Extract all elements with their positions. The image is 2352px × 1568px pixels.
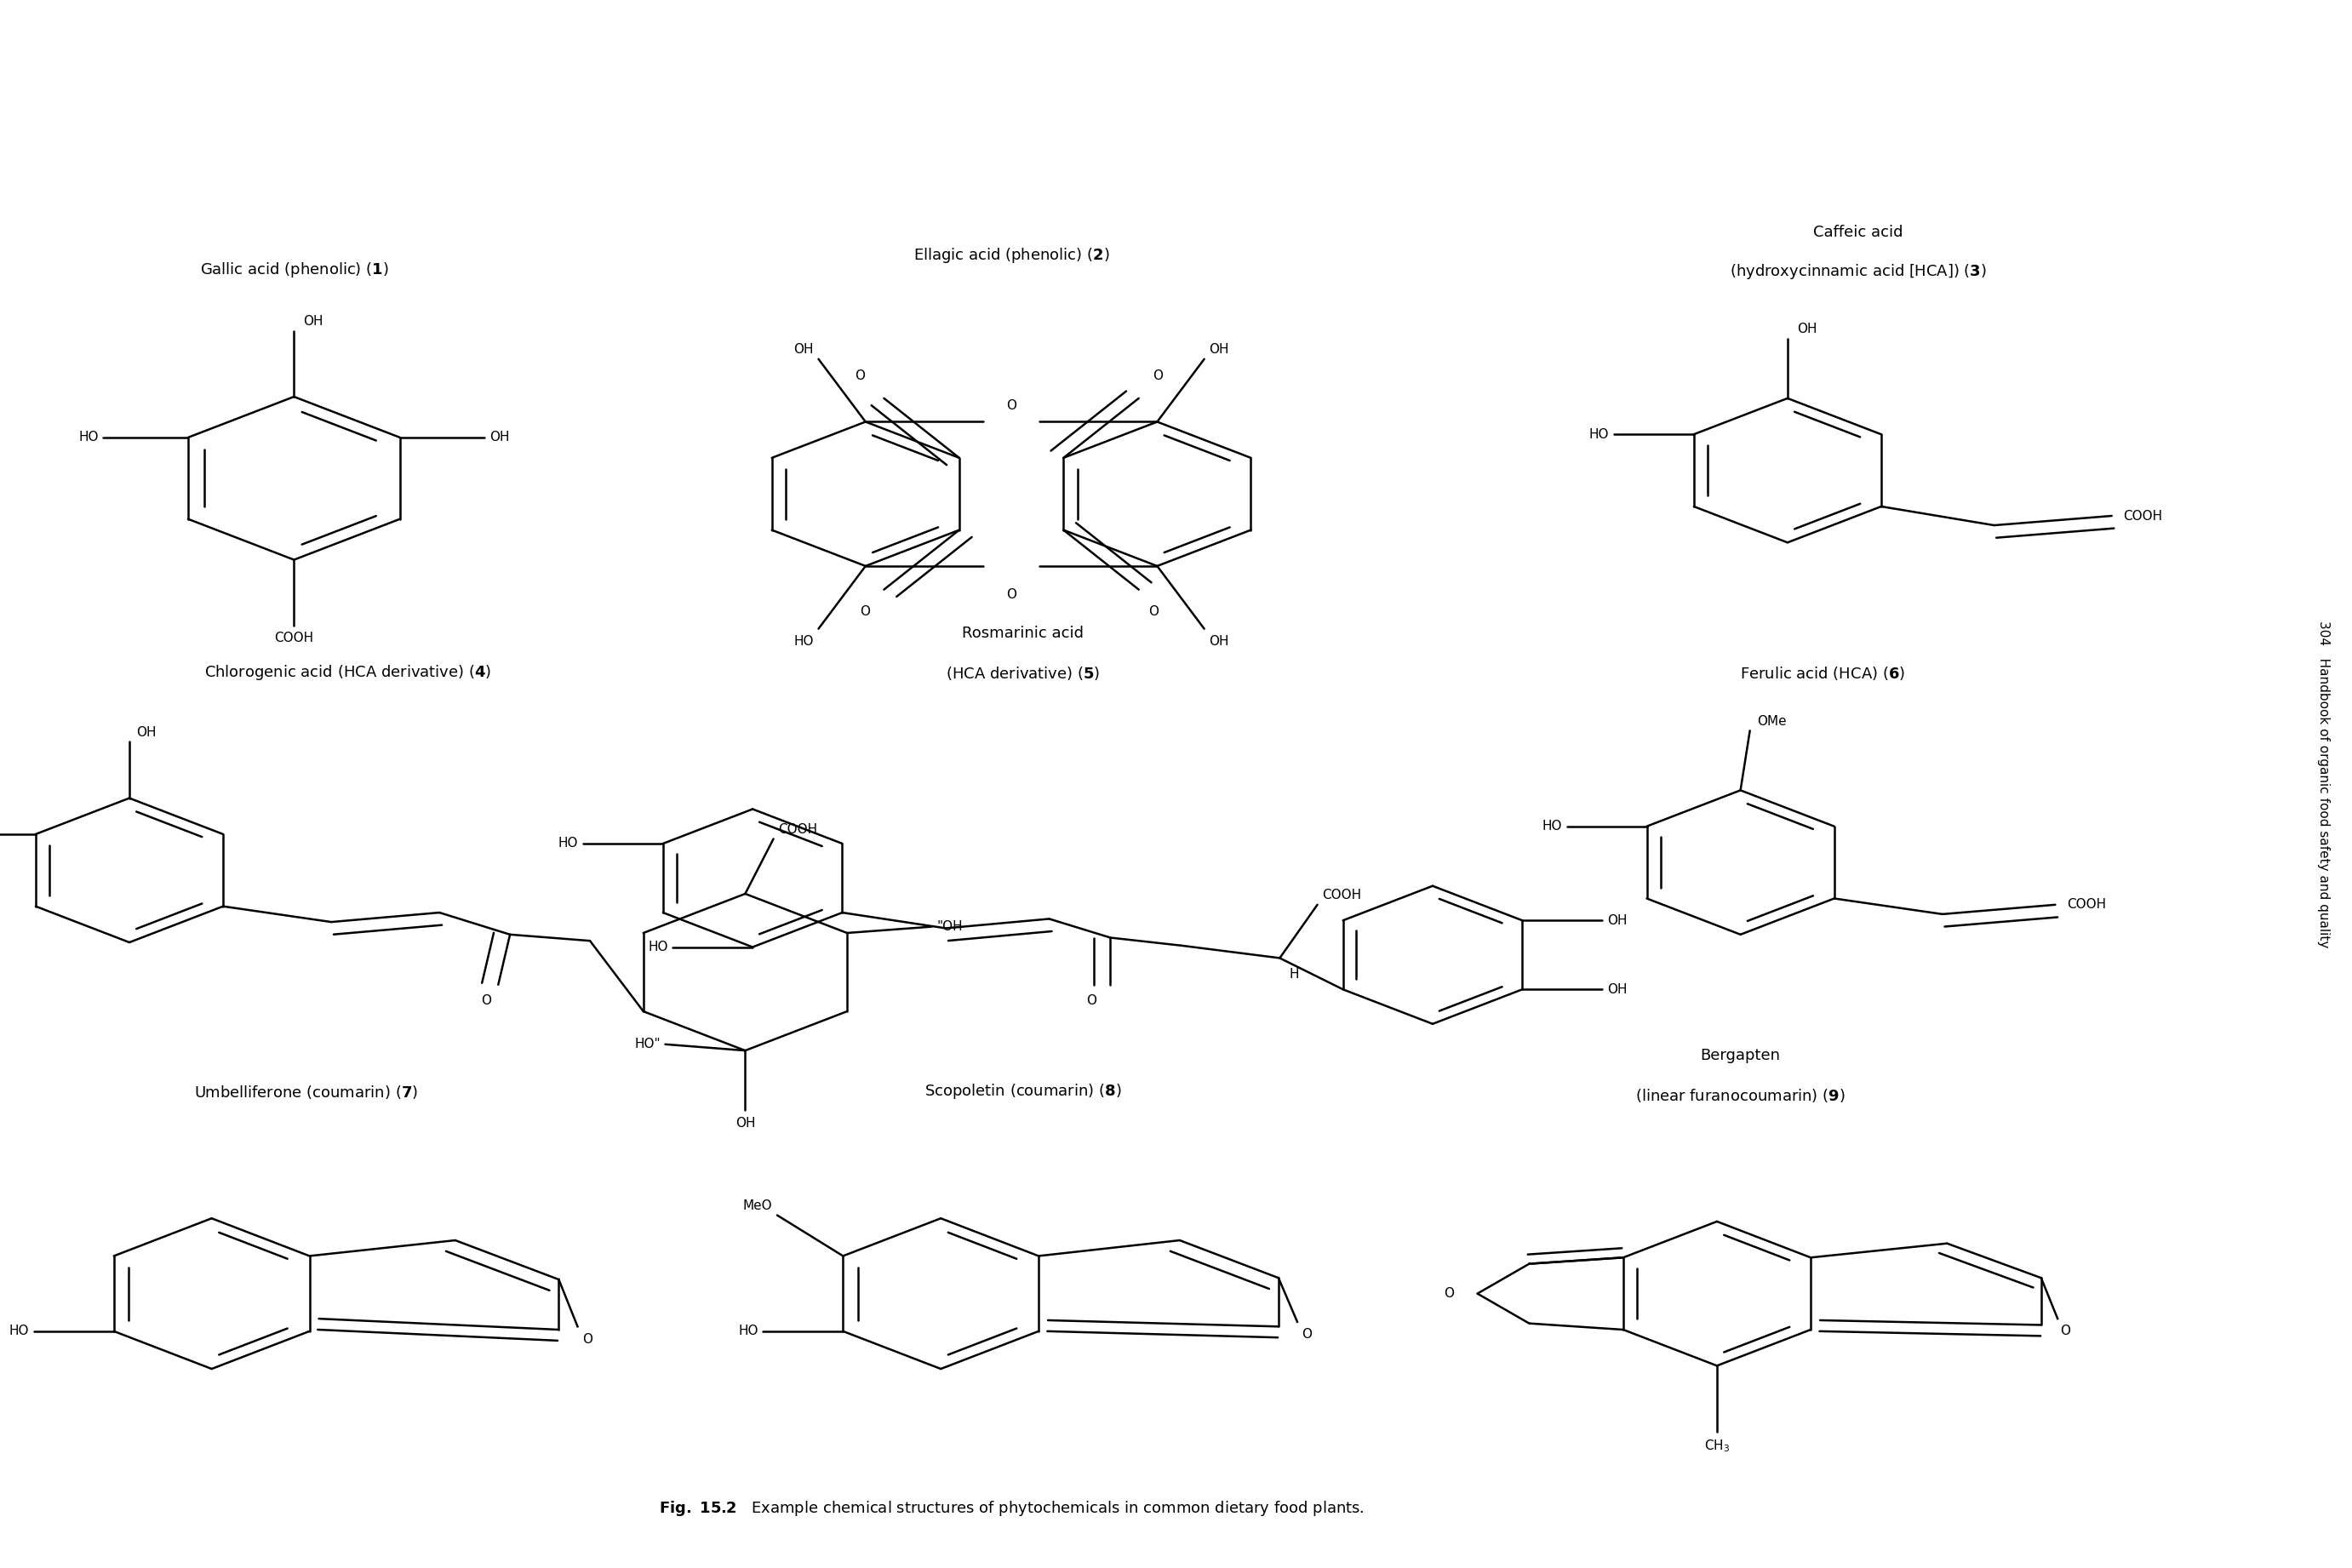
Text: OH: OH <box>303 315 325 328</box>
Text: HO: HO <box>647 941 668 953</box>
Text: O: O <box>858 605 870 618</box>
Text: Bergapten: Bergapten <box>1700 1047 1780 1063</box>
Text: HO: HO <box>739 1325 757 1338</box>
Text: Umbelliferone (coumarin) ($\mathbf{7}$): Umbelliferone (coumarin) ($\mathbf{7}$) <box>193 1083 419 1101</box>
Text: OH: OH <box>1209 343 1230 356</box>
Text: O: O <box>2060 1325 2070 1338</box>
Text: O: O <box>1444 1287 1454 1300</box>
Text: COOH: COOH <box>779 823 818 836</box>
Text: Rosmarinic acid: Rosmarinic acid <box>962 626 1084 641</box>
Text: CH$_3$: CH$_3$ <box>1705 1438 1729 1454</box>
Text: OH: OH <box>1606 983 1628 996</box>
Text: OH: OH <box>136 726 158 739</box>
Text: COOH: COOH <box>2124 510 2164 522</box>
Text: O: O <box>482 994 492 1007</box>
Text: OH: OH <box>736 1116 755 1129</box>
Text: HO: HO <box>793 635 814 648</box>
Text: O: O <box>1007 588 1016 601</box>
Text: O: O <box>1007 400 1016 412</box>
Text: OH: OH <box>1606 914 1628 927</box>
Text: OH: OH <box>1209 635 1230 648</box>
Text: "OH: "OH <box>936 920 962 933</box>
Text: O: O <box>1148 605 1160 618</box>
Text: O: O <box>1087 994 1096 1007</box>
Text: OH: OH <box>1797 323 1818 336</box>
Text: $\bf{Fig.\ 15.2}$   Example chemical structures of phytochemicals in common diet: $\bf{Fig.\ 15.2}$ Example chemical struc… <box>659 1499 1364 1518</box>
Text: HO: HO <box>1590 428 1609 441</box>
Text: COOH: COOH <box>2067 898 2107 911</box>
Text: (linear furanocoumarin) ($\mathbf{9}$): (linear furanocoumarin) ($\mathbf{9}$) <box>1635 1087 1846 1104</box>
Text: Ellagic acid (phenolic) ($\mathbf{2}$): Ellagic acid (phenolic) ($\mathbf{2}$) <box>913 246 1110 265</box>
Text: O: O <box>1152 370 1164 383</box>
Text: Chlorogenic acid (HCA derivative) ($\mathbf{4}$): Chlorogenic acid (HCA derivative) ($\mat… <box>205 663 492 682</box>
Text: HO": HO" <box>635 1038 661 1051</box>
Text: O: O <box>1303 1328 1312 1341</box>
Text: H: H <box>1289 967 1298 980</box>
Text: Scopoletin (coumarin) ($\mathbf{8}$): Scopoletin (coumarin) ($\mathbf{8}$) <box>924 1082 1122 1101</box>
Text: 304   Handbook of organic food safety and quality: 304 Handbook of organic food safety and … <box>2317 621 2331 947</box>
Text: MeO: MeO <box>743 1200 771 1212</box>
Text: Ferulic acid (HCA) ($\mathbf{6}$): Ferulic acid (HCA) ($\mathbf{6}$) <box>1740 665 1905 682</box>
Text: (HCA derivative) ($\mathbf{5}$): (HCA derivative) ($\mathbf{5}$) <box>946 665 1101 682</box>
Text: HO: HO <box>557 837 579 850</box>
Text: OMe: OMe <box>1757 715 1788 728</box>
Text: COOH: COOH <box>275 632 313 644</box>
Text: COOH: COOH <box>1322 889 1362 902</box>
Text: HO: HO <box>78 431 99 444</box>
Text: O: O <box>583 1333 593 1345</box>
Text: HO: HO <box>1543 820 1562 833</box>
Text: OH: OH <box>489 431 510 444</box>
Text: Caffeic acid: Caffeic acid <box>1813 224 1903 240</box>
Text: OH: OH <box>793 343 814 356</box>
Text: (hydroxycinnamic acid [HCA]) ($\mathbf{3}$): (hydroxycinnamic acid [HCA]) ($\mathbf{3… <box>1729 262 1987 281</box>
Text: HO: HO <box>9 1325 28 1338</box>
Text: O: O <box>854 370 866 383</box>
Text: Gallic acid (phenolic) ($\mathbf{1}$): Gallic acid (phenolic) ($\mathbf{1}$) <box>200 260 388 279</box>
